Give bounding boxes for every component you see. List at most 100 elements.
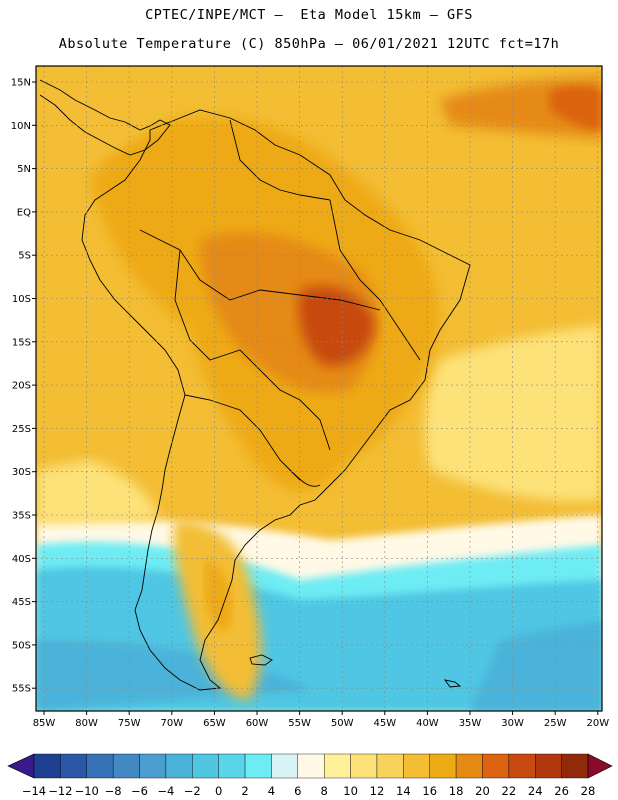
coast-falklands: [249, 654, 273, 666]
colorbar-label: −4: [157, 784, 174, 798]
lon-label: 80W: [75, 718, 98, 729]
colorbar-swatch: [455, 753, 483, 779]
lat-label: 15S: [12, 337, 31, 348]
lon-label: 30W: [501, 718, 524, 729]
field-atlantic-mild: [424, 325, 602, 501]
colorbar-label: 20: [475, 784, 490, 798]
lon-label: 50W: [331, 718, 354, 729]
colorbar-label: −12: [48, 784, 72, 798]
lon-label: 75W: [118, 718, 141, 729]
colorbar-swatch: [535, 753, 562, 779]
lon-label: 25W: [544, 718, 567, 729]
lat-label: 10S: [12, 294, 31, 305]
lat-label: 10N: [11, 121, 31, 132]
colorbar: [7, 753, 613, 779]
colorbar-swatch: [350, 753, 378, 779]
colorbar-label: 0: [215, 784, 222, 798]
colorbar-arrow-low: [7, 753, 35, 779]
colorbar-swatch: [244, 753, 272, 779]
colorbar-label: −8: [105, 784, 122, 798]
field-pacific-mild: [36, 460, 160, 525]
lat-label: 5N: [17, 164, 31, 175]
lat-label: 35S: [12, 511, 31, 522]
lon-label: 60W: [246, 718, 269, 729]
colorbar-label: 28: [581, 784, 596, 798]
colorbar-swatch: [561, 753, 589, 779]
lat-lon-grid: [36, 66, 602, 711]
lat-label: 20S: [12, 381, 31, 392]
border-uruguay: [289, 469, 321, 487]
colorbar-label: 4: [268, 784, 275, 798]
field-pacific-warm: [36, 78, 170, 170]
colorbar-label: 8: [321, 784, 328, 798]
colorbar-swatch: [139, 753, 167, 779]
temperature-field: [36, 66, 602, 711]
colorbar-swatch: [508, 753, 536, 779]
colorbar-arrow-high: [587, 753, 613, 779]
colorbar-label: −6: [131, 784, 148, 798]
title-line-2: Absolute Temperature (C) 850hPa – 06/01/…: [58, 36, 560, 52]
colorbar-swatch: [60, 753, 87, 779]
colorbar-swatch: [165, 753, 193, 779]
colorbar-label: 16: [422, 784, 437, 798]
colorbar-swatch: [297, 753, 325, 779]
colorbar-swatch: [218, 753, 246, 779]
coastlines: [39, 79, 471, 691]
colorbar-label: 26: [554, 784, 569, 798]
colorbar-swatch: [482, 753, 510, 779]
colorbar-label: −10: [75, 784, 99, 798]
lat-label: 25S: [12, 424, 31, 435]
colorbar-label: 6: [294, 784, 301, 798]
colorbar-swatch: [112, 753, 140, 779]
colorbar-label: 2: [241, 784, 248, 798]
colorbar-labels: −14 −12 −10 −8 −6 −4 −2 0 2 4 6 8 10 12 14 16 18 20 22 24 26…: [22, 784, 595, 798]
lon-label: 85W: [33, 718, 56, 729]
colorbar-label: 10: [343, 784, 358, 798]
lat-label: 45S: [12, 597, 31, 608]
coast-central-america: [39, 79, 171, 156]
coast-south-georgia: [443, 679, 462, 688]
lon-label: 55W: [288, 718, 311, 729]
lon-label: 35W: [459, 718, 482, 729]
lon-axis: 85W 80W 75W 70W 65W 60W 55W 50W 45W 40W 35W 30W 25W 2…: [33, 711, 609, 729]
lat-axis: 15N 10N 5N EQ 5S 10S 15S 20S 25S 30S 35S 40S 45S 50S 5…: [11, 78, 36, 695]
border-argentina-north: [184, 394, 301, 481]
border-peru-bolivia: [174, 249, 261, 371]
field-land-hottest: [298, 286, 375, 366]
lat-label: 40S: [12, 554, 31, 565]
colorbar-swatch: [429, 753, 457, 779]
colorbar-swatch: [323, 753, 351, 779]
lon-label: 20W: [586, 718, 609, 729]
colorbar-swatch: [271, 753, 299, 779]
colorbar-label: 24: [528, 784, 543, 798]
lon-label: 70W: [160, 718, 183, 729]
field-caribbean-hottest: [550, 86, 602, 130]
lat-label: 55S: [12, 684, 31, 695]
lat-label: 15N: [11, 78, 31, 89]
colorbar-swatch: [86, 753, 114, 779]
lat-label: 30S: [12, 467, 31, 478]
colorbar-label: −2: [184, 784, 201, 798]
coast-south-america: [81, 109, 471, 691]
title-line-1: CPTEC/INPE/MCT – Eta Model 15km – GFS: [145, 7, 473, 23]
border-brazil-inner: [329, 199, 421, 361]
border-paraguay: [259, 369, 331, 451]
lat-label: 50S: [12, 640, 31, 651]
colorbar-swatch: [403, 753, 430, 779]
colorbar-label: −14: [22, 784, 46, 798]
colorbar-swatch: [376, 753, 404, 779]
colorbar-label: 14: [396, 784, 411, 798]
colorbar-swatch: [33, 753, 61, 779]
colorbar-label: 18: [449, 784, 464, 798]
colorbar-label: 22: [502, 784, 517, 798]
field-patagonia-hot: [205, 560, 233, 631]
border-venezuela: [229, 119, 331, 201]
lat-label: 5S: [18, 251, 31, 262]
lat-label: EQ: [17, 207, 31, 218]
colorbar-swatch: [192, 753, 219, 779]
colorbar-label: 12: [370, 784, 385, 798]
map-frame: [35, 65, 603, 712]
border-amazon: [139, 229, 381, 311]
lon-label: 40W: [416, 718, 439, 729]
